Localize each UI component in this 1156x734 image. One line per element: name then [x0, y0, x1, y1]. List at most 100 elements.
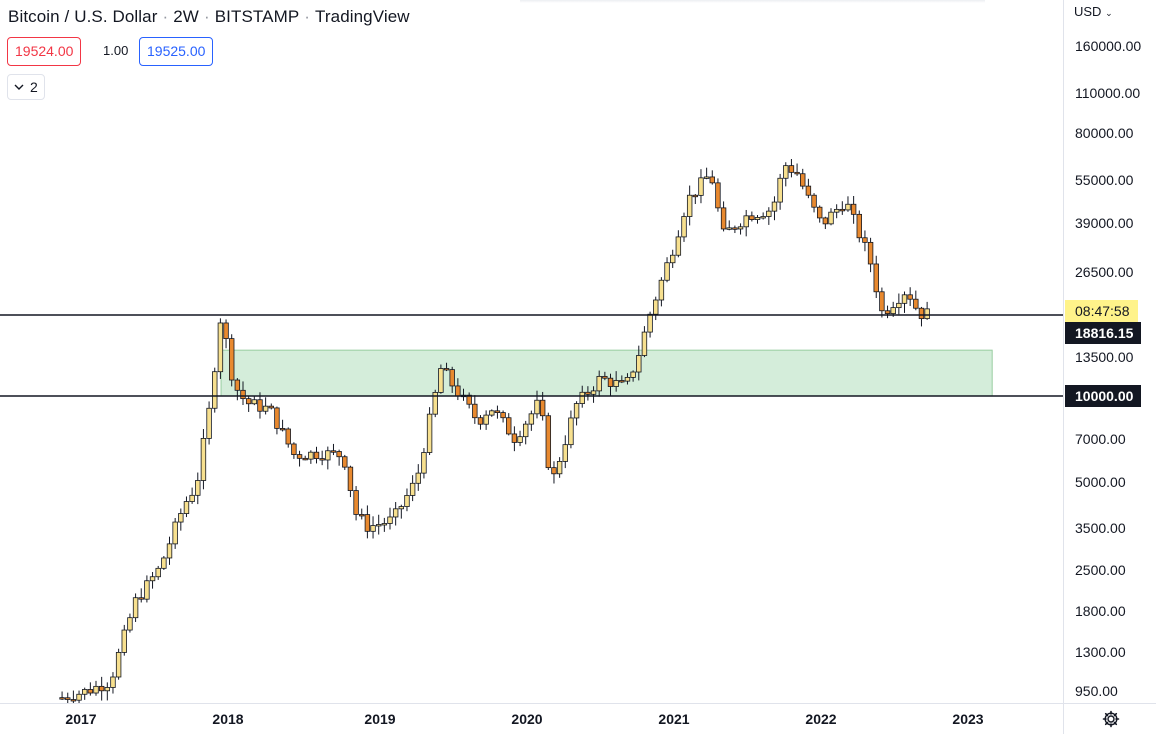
- candle-body: [590, 390, 597, 395]
- currency-label: USD: [1074, 4, 1102, 19]
- candle-body: [364, 514, 371, 532]
- price-tick: 7000.00: [1075, 431, 1126, 447]
- candle-body: [715, 182, 721, 209]
- candle-body: [438, 368, 444, 393]
- price-scale[interactable]: USD ⌄ 160000.00 110000.00 80000.00 55000…: [1063, 0, 1156, 703]
- candle-body: [415, 472, 421, 484]
- bar-countdown-label: 08:47:58: [1065, 300, 1138, 322]
- interval: 2W: [173, 7, 199, 26]
- candle-body: [720, 207, 727, 230]
- candle-body: [302, 457, 308, 461]
- candle-body: [579, 391, 585, 404]
- price-tick: 55000.00: [1075, 172, 1134, 188]
- candle-body: [93, 685, 99, 694]
- candle-body: [200, 438, 207, 481]
- candle-body: [698, 177, 704, 196]
- candle-body: [653, 299, 659, 315]
- candle-body: [534, 399, 540, 415]
- candle-body: [262, 405, 269, 412]
- candle-body: [313, 451, 320, 459]
- candle-body: [703, 176, 710, 179]
- candlestick-chart[interactable]: [0, 0, 1063, 703]
- candle-body: [319, 458, 325, 461]
- candle-body: [833, 208, 840, 213]
- candle-body: [87, 689, 94, 694]
- chevron-down-icon: [14, 84, 24, 90]
- candle-body: [409, 482, 416, 496]
- price-tick: 13500.00: [1075, 349, 1134, 365]
- price-tick: 1800.00: [1075, 603, 1126, 619]
- top-toolbar-shadow: [520, 0, 985, 3]
- candle-body: [551, 467, 557, 475]
- candle-body: [449, 369, 455, 387]
- price-tick: 160000.00: [1075, 38, 1142, 54]
- indicators-count: 2: [30, 79, 38, 95]
- chart-pane[interactable]: Bitcoin / U.S. Dollar · 2W · BITSTAMP · Tradin…: [0, 0, 1063, 703]
- candle-body: [98, 685, 105, 692]
- candle-body: [178, 513, 184, 523]
- last-price-label: 18816.15: [1065, 322, 1142, 344]
- candle-body: [121, 629, 127, 653]
- candle-body: [681, 216, 687, 238]
- candle-body: [494, 410, 501, 413]
- separator: ·: [203, 7, 210, 26]
- candle-body: [641, 331, 648, 356]
- candle-body: [602, 375, 608, 379]
- candle-body: [432, 392, 438, 415]
- candle-body: [149, 576, 156, 582]
- candle-body: [404, 495, 410, 507]
- candle-body: [251, 399, 258, 405]
- candle-body: [81, 689, 88, 695]
- candle-body: [607, 377, 614, 387]
- candle-body: [115, 651, 122, 678]
- candle-body: [867, 241, 874, 265]
- separator: ·: [162, 7, 169, 26]
- candle-body: [172, 521, 178, 545]
- candle-body: [630, 371, 636, 378]
- candle-body: [155, 567, 161, 578]
- candle-body: [850, 203, 857, 215]
- time-tick: 2021: [658, 711, 690, 727]
- candle-body: [500, 412, 506, 419]
- candle-body: [896, 302, 902, 309]
- candle-body: [472, 403, 478, 419]
- candle-body: [466, 394, 472, 405]
- candle-body: [828, 211, 834, 225]
- candle-body: [161, 557, 167, 569]
- candle-body: [568, 417, 574, 446]
- sell-price-button[interactable]: 19524.00: [7, 37, 82, 66]
- candle-body: [245, 398, 252, 405]
- settings-gear-icon[interactable]: [1101, 709, 1121, 729]
- candle-body: [539, 399, 546, 417]
- candle-body: [596, 375, 602, 392]
- candle-body: [636, 355, 642, 373]
- candle-body: [296, 454, 303, 459]
- candle-body: [127, 617, 133, 631]
- chart-settings-corner: [1063, 703, 1156, 734]
- time-scale[interactable]: 2017 2018 2019 2020 2021 2022 2023: [0, 703, 1063, 734]
- candle-body: [76, 693, 82, 701]
- separator: ·: [304, 7, 311, 26]
- candle-body: [189, 494, 195, 502]
- time-tick: 2023: [952, 711, 984, 727]
- indicators-toggle-button[interactable]: 2: [7, 74, 45, 100]
- candle-body: [545, 415, 552, 469]
- candle-body: [613, 380, 619, 387]
- candle-body: [392, 508, 399, 518]
- buy-price-button[interactable]: 19525.00: [139, 37, 214, 66]
- symbol-title[interactable]: Bitcoin / U.S. Dollar · 2W · BITSTAMP · Tradin…: [8, 7, 410, 27]
- candle-body: [223, 322, 229, 340]
- currency-selector[interactable]: USD ⌄: [1074, 4, 1113, 19]
- candle-body: [274, 407, 280, 429]
- price-tick: 26500.00: [1075, 264, 1134, 280]
- candle-body: [913, 298, 919, 309]
- candle-body: [104, 687, 111, 692]
- candle-body: [624, 377, 631, 382]
- candle-body: [619, 380, 625, 383]
- candle-body: [212, 371, 218, 409]
- candle-body: [477, 417, 484, 425]
- candle-body: [884, 310, 891, 315]
- candle-body: [195, 480, 201, 496]
- candle-body: [585, 391, 591, 395]
- candle-body: [845, 203, 851, 211]
